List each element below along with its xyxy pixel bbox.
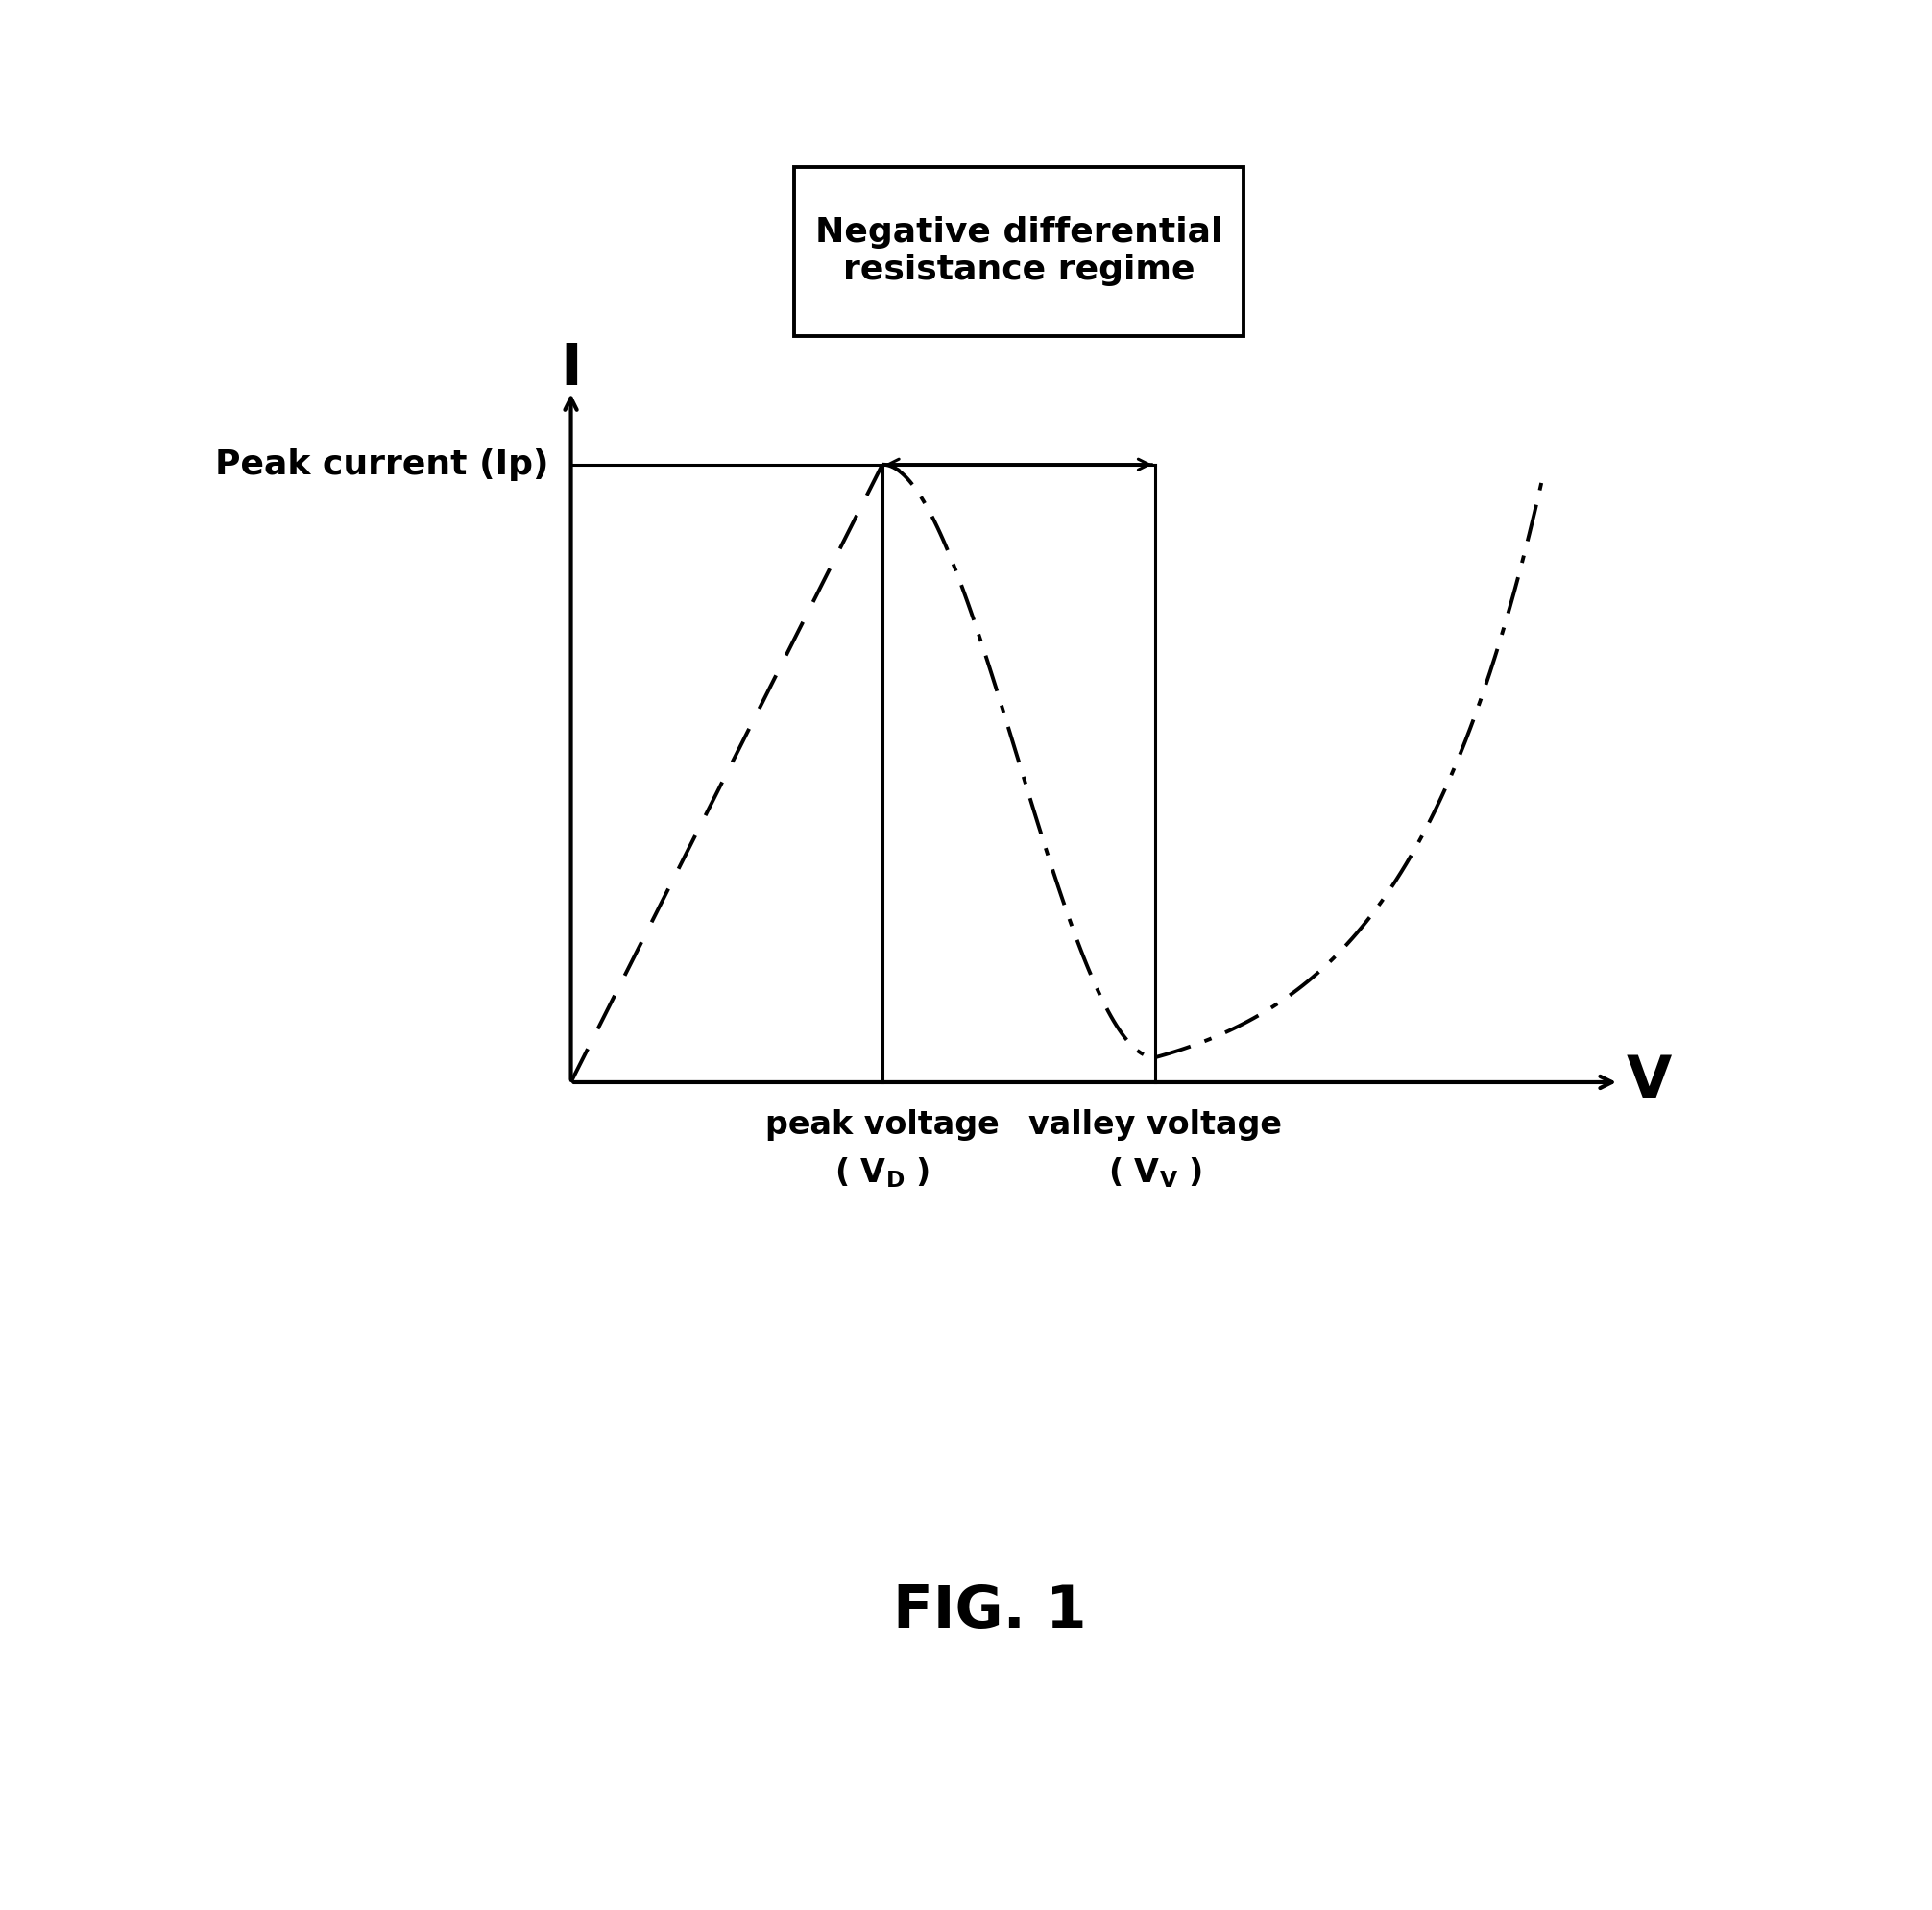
Text: valley voltage: valley voltage: [1028, 1108, 1281, 1140]
Text: Peak current (Ip): Peak current (Ip): [214, 449, 549, 481]
Text: ( V$_{\mathregular{V}}$ ): ( V$_{\mathregular{V}}$ ): [1107, 1156, 1202, 1190]
Text: ( V$_{\mathregular{D}}$ ): ( V$_{\mathregular{D}}$ ): [835, 1156, 929, 1190]
Text: I: I: [560, 340, 582, 397]
Bar: [794, 166, 1242, 336]
Text: peak voltage: peak voltage: [765, 1108, 999, 1140]
Text: V: V: [1627, 1054, 1671, 1110]
Text: Negative differential
resistance regime: Negative differential resistance regime: [815, 216, 1223, 287]
Text: FIG. 1: FIG. 1: [893, 1583, 1088, 1641]
